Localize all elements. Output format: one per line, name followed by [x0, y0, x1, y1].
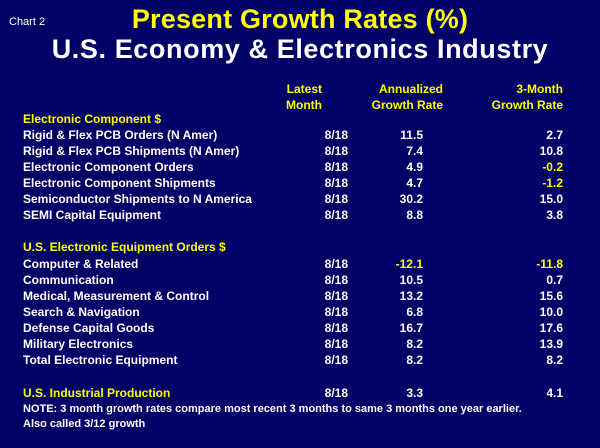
row-label: Medical, Measurement & Control — [23, 289, 210, 303]
row-annualized: 13.2 — [399, 289, 423, 303]
row-three-month: 17.6 — [539, 321, 563, 335]
row-label: Search & Navigation — [23, 305, 140, 319]
header-annualized: Annualized Growth Rate — [330, 81, 443, 113]
row-annualized: 7.4 — [406, 144, 423, 158]
chart-tag: Chart 2 — [9, 16, 46, 28]
row-annualized: 8.2 — [406, 353, 423, 367]
table-row: Rigid & Flex PCB Orders (N Amer) 8/18 11… — [23, 127, 573, 143]
row-three-month: 15.0 — [539, 192, 563, 206]
row-month: 8/18 — [324, 257, 348, 271]
row-month: 8/18 — [324, 273, 348, 287]
table-row: Medical, Measurement & Control 8/18 13.2… — [23, 288, 573, 304]
row-label: Total Electronic Equipment — [23, 353, 178, 367]
row-label: Electronic Component Orders — [23, 160, 194, 174]
row-month: 8/18 — [324, 353, 348, 367]
header-three-month: 3-Month Growth Rate — [470, 81, 563, 113]
row-three-month: -0.2 — [542, 160, 563, 174]
section-heading-components: Electronic Component $ — [23, 112, 162, 126]
page-title: Present Growth Rates (%) — [131, 4, 469, 34]
row-annualized: 30.2 — [399, 192, 423, 206]
row-label: Military Electronics — [23, 337, 134, 351]
row-month: 8/18 — [324, 305, 348, 319]
row-label: Semiconductor Shipments to N America — [23, 192, 252, 206]
header-annualized-line2: Growth Rate — [371, 98, 443, 112]
header-latest-month-line1: Latest — [286, 82, 322, 96]
row-month: 8/18 — [324, 176, 348, 190]
header-three-month-line2: Growth Rate — [491, 98, 563, 112]
row-annualized: 16.7 — [399, 321, 423, 335]
row-label: Electronic Component Shipments — [23, 176, 216, 190]
row-three-month: 10.8 — [539, 144, 563, 158]
row-month: 8/18 — [324, 386, 348, 400]
row-three-month: 10.0 — [539, 305, 563, 319]
page-subtitle: U.S. Economy & Electronics Industry — [51, 34, 549, 64]
header-three-month-line1: 3-Month — [516, 82, 563, 96]
section-heading-industrial: U.S. Industrial Production — [23, 386, 171, 400]
header-latest-month-line2: Month — [286, 98, 322, 112]
table-row: SEMI Capital Equipment 8/18 8.8 3.8 — [23, 207, 573, 223]
row-three-month: -11.8 — [536, 257, 563, 271]
row-three-month: 4.1 — [546, 386, 563, 400]
table-row: Semiconductor Shipments to N America 8/1… — [23, 191, 573, 207]
row-three-month: 8.2 — [546, 353, 563, 367]
row-three-month: 2.7 — [546, 128, 563, 142]
row-label: Computer & Related — [23, 257, 139, 271]
row-label: Rigid & Flex PCB Orders (N Amer) — [23, 128, 218, 142]
header-annualized-line1: Annualized — [378, 82, 443, 96]
row-label: Rigid & Flex PCB Shipments (N Amer) — [23, 144, 240, 158]
row-three-month: -1.2 — [542, 176, 563, 190]
table-row: Search & Navigation 8/18 6.8 10.0 — [23, 304, 573, 320]
row-label: SEMI Capital Equipment — [23, 208, 162, 222]
footnote-line1: NOTE: 3 month growth rates compare most … — [23, 403, 522, 415]
row-annualized: 4.9 — [406, 160, 423, 174]
table-row: Computer & Related 8/18 -12.1 -11.8 — [23, 256, 573, 272]
row-month: 8/18 — [324, 321, 348, 335]
row-annualized: -12.1 — [395, 257, 423, 271]
row-annualized: 4.7 — [406, 176, 423, 190]
row-annualized: 11.5 — [400, 128, 423, 142]
row-month: 8/18 — [324, 144, 348, 158]
row-month: 8/18 — [324, 208, 348, 222]
footnote: NOTE: 3 month growth rates compare most … — [23, 402, 583, 432]
row-three-month: 13.9 — [539, 337, 563, 351]
header-latest-month: Latest Month — [240, 81, 322, 113]
row-month: 8/18 — [324, 128, 348, 142]
row-annualized: 10.5 — [399, 273, 423, 287]
table-row: Defense Capital Goods 8/18 16.7 17.6 — [23, 320, 573, 336]
table-row: Communication 8/18 10.5 0.7 — [23, 272, 573, 288]
row-three-month: 15.6 — [539, 289, 563, 303]
table-row-industrial-production: U.S. Industrial Production 8/18 3.3 4.1 — [23, 385, 573, 401]
row-month: 8/18 — [324, 160, 348, 174]
section-heading-equipment: U.S. Electronic Equipment Orders $ — [23, 240, 226, 254]
row-month: 8/18 — [324, 337, 348, 351]
row-annualized: 3.3 — [406, 386, 423, 400]
table-row: Electronic Component Orders 8/18 4.9 -0.… — [23, 159, 573, 175]
row-three-month: 3.8 — [546, 208, 563, 222]
table-row: Rigid & Flex PCB Shipments (N Amer) 8/18… — [23, 143, 573, 159]
row-three-month: 0.7 — [546, 273, 563, 287]
row-month: 8/18 — [324, 192, 348, 206]
table-row: Total Electronic Equipment 8/18 8.2 8.2 — [23, 352, 573, 368]
row-label: Defense Capital Goods — [23, 321, 155, 335]
row-month: 8/18 — [324, 289, 348, 303]
table-row: Military Electronics 8/18 8.2 13.9 — [23, 336, 573, 352]
row-annualized: 6.8 — [406, 305, 423, 319]
row-annualized: 8.2 — [406, 337, 423, 351]
table-row: Electronic Component Shipments 8/18 4.7 … — [23, 175, 573, 191]
footnote-line2: Also called 3/12 growth — [23, 418, 146, 430]
row-label: Communication — [23, 273, 114, 287]
row-annualized: 8.8 — [406, 208, 423, 222]
